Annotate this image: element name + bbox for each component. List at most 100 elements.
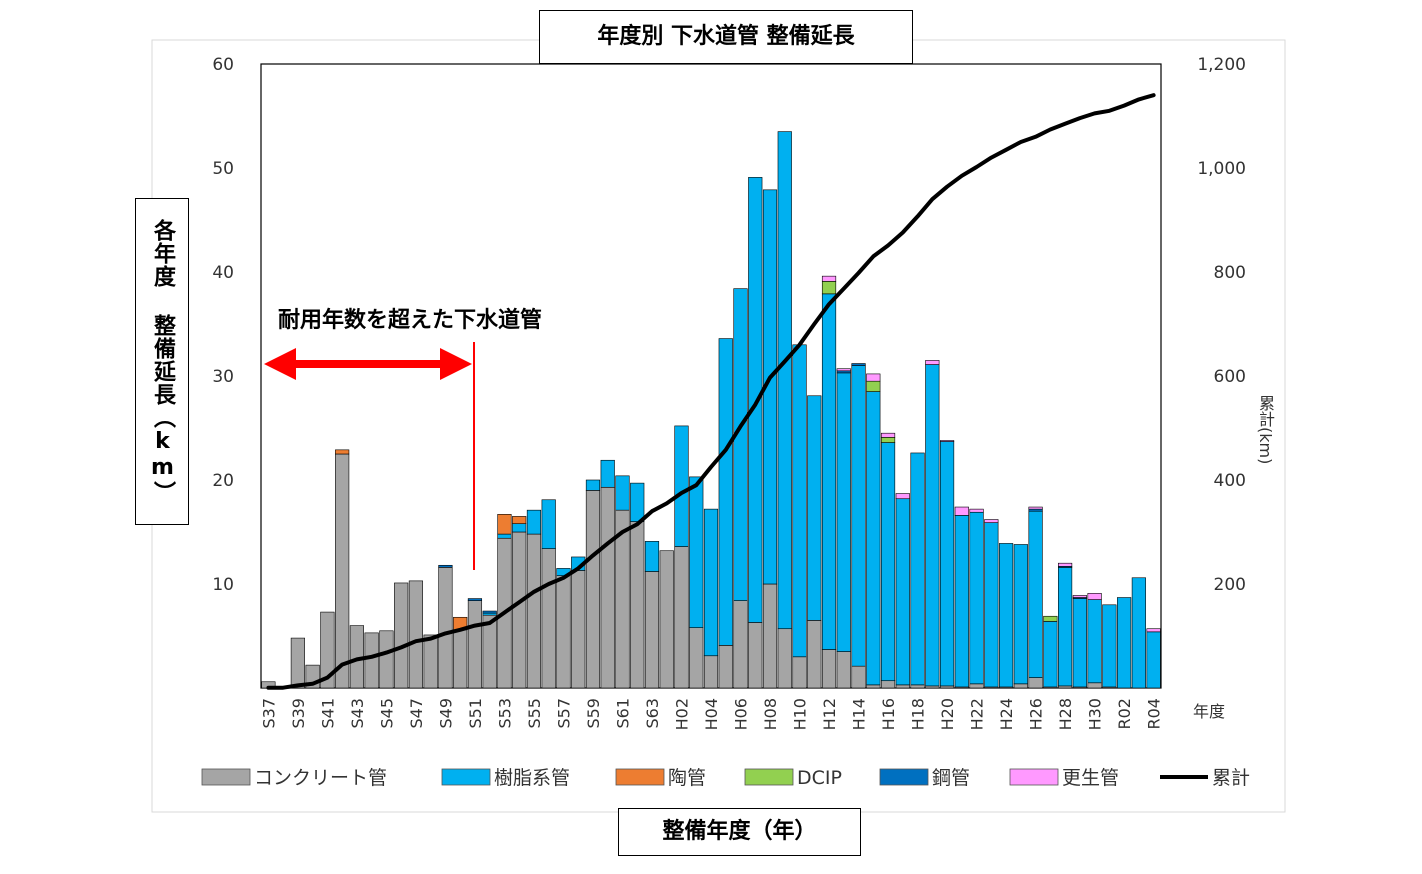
x-tick-label: H02 [672,698,691,730]
bar-segment [453,629,468,689]
chart-title: 年度別 下水道管 整備延長 [539,10,913,64]
bar-segment [512,523,527,533]
y-tick-label: 10 [212,575,234,595]
x-tick-label: H20 [938,698,957,730]
bar-segment [1146,631,1161,689]
bar-segment [1028,506,1043,510]
bar-segment [998,543,1014,688]
bar-segment [703,655,719,689]
bar-segment [1028,510,1043,678]
bar-segment [866,380,881,392]
x-tick-label: H10 [791,698,810,730]
annotation-text: 耐用年数を超えた下水道管 [278,308,543,333]
y2-tick-label: 1,200 [1197,55,1246,75]
bar-segment [1072,595,1087,598]
bar-segment [807,395,822,621]
bar-segment [600,459,615,488]
y2-tick-label: 400 [1214,471,1246,491]
bar-segment [644,571,660,689]
x-tick-label: H06 [732,698,751,730]
bar-segment [748,622,763,689]
x-tick-label: S51 [466,698,485,729]
bar-segment [1131,577,1146,689]
bar-segment [821,275,837,282]
bar-segment [1043,621,1058,688]
bar-segment [851,363,866,366]
bar-segment [880,442,896,682]
cumulative-line [266,93,1156,690]
bar-segment [792,344,807,658]
x-tick-label: H12 [820,698,839,730]
x-tick-label: S37 [259,698,278,729]
bar-segment [1013,544,1028,685]
bar-segment [689,627,704,689]
bar-segment [1058,562,1073,567]
bar-segment [585,479,601,491]
bar-segment [851,665,866,689]
bar-segment [689,476,704,628]
bar-segment [467,600,483,689]
x-tick-label: S41 [318,698,337,729]
bar-segment [718,645,733,689]
x-tick-label: H30 [1086,698,1105,730]
bar-segment [969,508,984,513]
bar-segment [497,514,512,535]
bar-segment [895,493,910,500]
bar-segment [482,614,497,689]
x-tick-label: R04 [1145,698,1164,729]
y2-tick-label: 600 [1214,367,1246,387]
bar-segment [541,548,556,689]
bar-segment [1087,682,1102,689]
x-tick-label: S53 [495,698,514,729]
legend-label: 鋼管 [932,767,970,789]
y-axis-label: 各年度 整備延長（km） [150,219,175,504]
bar-segment [1102,604,1117,688]
bar-segment [925,360,940,365]
y2-tick-label: 200 [1214,575,1246,595]
bar-segment [497,533,512,539]
bar-segment [600,486,615,689]
annotation-arrowhead-right [440,348,472,380]
x-tick-label: H14 [850,698,869,730]
bar-segment [1058,685,1073,689]
legend-swatch [201,768,251,786]
bar-segment [984,519,999,523]
y-tick-label: 50 [212,159,234,179]
legend-label: 更生管 [1062,767,1119,789]
bar-segment [659,550,674,689]
bar-segment [925,685,940,689]
bar-segment [703,508,719,657]
bar-segment [556,575,571,689]
bar-segment [792,656,807,689]
x-tick-label: S55 [525,698,544,729]
bar-segment [777,131,792,630]
bar-segment [630,482,645,522]
bar-segment [733,288,748,601]
bar-segment [748,177,763,623]
bar-segment [467,598,483,601]
bar-segment [571,570,586,689]
legend-swatch [615,768,665,786]
x-tick-label: S39 [289,698,308,729]
bar-segment [954,506,969,516]
x-tick-label: H24 [997,698,1016,730]
bar-segment [821,293,837,650]
bar-segment [541,499,556,549]
y-tick-label: 60 [212,55,234,75]
bar-segment [969,511,984,685]
x-tick-label: S59 [584,698,603,729]
bar-segment [939,685,955,689]
x-tick-label: H08 [761,698,780,730]
bar-segment [1028,677,1043,689]
y2-axis-label-box: 累計(km) [1250,380,1280,480]
bar-segment [762,583,778,689]
legend-label: コンクリート管 [254,767,387,789]
legend-label: 樹脂系管 [494,767,570,789]
bar-segment [438,567,453,689]
bar-segment [1146,628,1161,633]
bar-segment [1058,567,1073,687]
bar-segment [512,516,527,524]
y-tick-label: 20 [212,471,234,491]
y-axis-label-box: 各年度 整備延長（km） [135,198,189,525]
